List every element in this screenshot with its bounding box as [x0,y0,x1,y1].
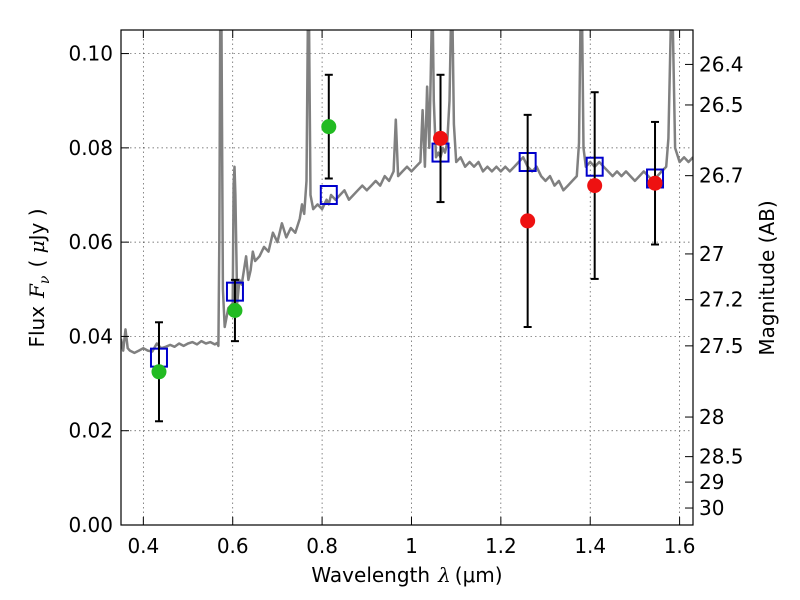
x-tick-label: 0.6 [217,534,249,558]
observed-nir-point [647,175,663,191]
x-tick-label: 1.2 [485,534,517,558]
x-tick-label: 1.4 [574,534,606,558]
mag-tick-label: 29 [699,470,724,494]
grid-lines [121,30,693,526]
observed-nir-point [433,130,449,146]
mag-tick-label: 26.4 [699,52,744,76]
mag-tick-label: 26.5 [699,93,744,117]
y-tick-label: 0.00 [68,513,113,537]
error-bars [151,73,663,423]
x-tick-label: 0.8 [306,534,338,558]
mag-tick-label: 26.7 [699,164,744,188]
observed-optical-point [321,119,337,135]
x-tick-label: 1.6 [664,534,696,558]
mag-tick-label: 30 [699,496,724,520]
observed-optical-point [151,364,167,380]
mag-tick-label: 27.5 [699,334,744,358]
right-axis-label: Magnitude (AB) [755,200,779,355]
y-tick-label: 0.10 [68,42,113,66]
y-tick-label: 0.06 [68,230,113,254]
x-axis-label: Wavelength λ (μm) [311,563,502,587]
y-tick-label: 0.04 [68,324,113,348]
x-tick-label: 0.4 [127,534,159,558]
y-tick-label: 0.08 [68,136,113,160]
observed-nir-point [587,178,603,194]
model-flux-square [319,185,338,205]
observed-nir-point [520,213,536,229]
data-layer [121,30,693,368]
mag-tick-label: 27 [699,242,724,266]
mag-tick-label: 28.5 [699,445,744,469]
mag-tick-label: 28 [699,405,724,429]
y-tick-label: 0.02 [68,419,113,443]
x-tick-label: 1 [405,534,418,558]
observed-optical-point [227,303,243,318]
y-axis-label: FluxFν( μJy ) [25,208,53,347]
axis-ticks: 0.4 0.6 0.8 1 1.2 1.4 1.6 0.00 0.02 0.04 0.06 0.08 0… [68,30,744,558]
spectrum-line [121,30,693,355]
mag-tick-label: 27.2 [699,288,744,312]
plot-frame [120,29,694,526]
